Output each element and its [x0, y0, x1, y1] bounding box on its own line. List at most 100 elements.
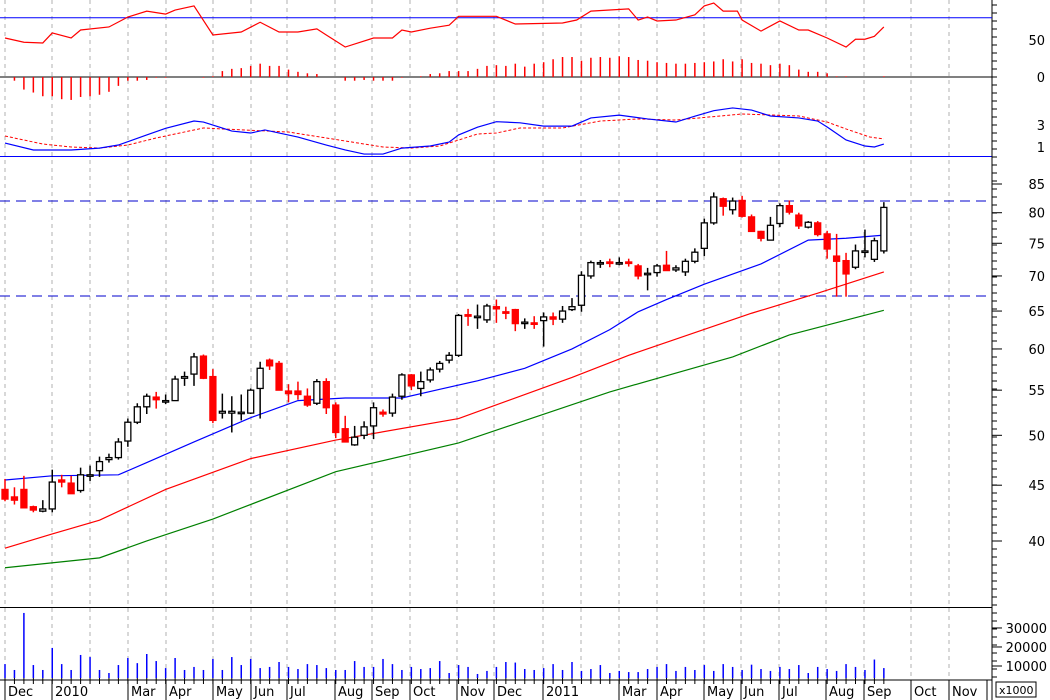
candle	[133, 403, 141, 425]
candle	[700, 218, 708, 257]
candle-body	[379, 411, 387, 415]
candle-body	[171, 378, 179, 402]
candle-body	[691, 251, 699, 262]
candle-body	[776, 205, 784, 225]
candle-body	[577, 274, 586, 306]
candle	[615, 257, 623, 266]
candle-body	[672, 267, 680, 271]
candle	[587, 260, 595, 279]
candle-body	[105, 456, 113, 461]
candle	[681, 258, 690, 276]
candle	[691, 248, 699, 264]
candle	[521, 318, 529, 329]
date-label: Oct	[413, 685, 435, 700]
price-axis-label: 45	[1028, 479, 1045, 494]
candle	[880, 202, 888, 254]
candle-body	[407, 374, 416, 387]
candle-body	[10, 496, 19, 501]
candle-body	[303, 395, 312, 406]
candle	[511, 308, 519, 332]
candle	[114, 438, 123, 460]
candle	[729, 197, 737, 215]
candle	[417, 371, 425, 397]
candle	[851, 244, 860, 270]
candle-body	[133, 406, 141, 423]
candle	[86, 465, 94, 482]
candle-body	[20, 488, 28, 509]
candle	[379, 409, 387, 417]
candle-body	[861, 250, 869, 254]
candle	[256, 361, 264, 419]
candle-body	[124, 421, 132, 442]
candle	[454, 313, 463, 357]
candle	[48, 469, 56, 513]
date-label: 2010	[55, 685, 88, 700]
date-label: Aug	[829, 685, 854, 700]
candle	[407, 374, 416, 391]
price-axis-label: 85	[1028, 178, 1045, 193]
date-label: May	[216, 685, 243, 700]
candle-body	[596, 261, 604, 265]
candle	[861, 229, 869, 258]
candle	[757, 230, 765, 242]
candle	[747, 214, 756, 233]
candle-body	[67, 482, 75, 495]
candle	[143, 393, 151, 415]
candle	[294, 381, 302, 400]
candle	[549, 312, 557, 326]
candle-body	[237, 411, 245, 415]
candle-body	[804, 221, 812, 228]
candle	[577, 271, 586, 312]
candle-body	[540, 316, 548, 322]
candle-body	[483, 305, 491, 321]
candle-body	[719, 198, 727, 207]
candle	[10, 487, 19, 505]
candle-body	[426, 369, 434, 381]
candle	[95, 456, 104, 477]
price-axis-label: 65	[1028, 305, 1045, 320]
date-label: Jul	[781, 685, 798, 700]
candle-body	[284, 390, 293, 395]
candle	[39, 500, 47, 513]
candle	[247, 388, 255, 415]
candle	[625, 258, 633, 267]
date-label: Dec	[8, 685, 33, 700]
candle-body	[870, 240, 879, 260]
candle	[218, 393, 227, 419]
date-label: Apr	[660, 685, 683, 700]
candle-body	[521, 321, 529, 325]
candle-body	[606, 261, 614, 265]
date-label: Sep	[867, 685, 892, 700]
candle-body	[766, 224, 775, 241]
candle	[313, 379, 321, 406]
candle	[152, 391, 160, 409]
candle-body	[549, 316, 557, 320]
candle-body	[653, 265, 661, 274]
candle-body	[29, 506, 38, 511]
candle	[870, 237, 879, 262]
candle	[426, 367, 434, 383]
candle-body	[814, 222, 822, 236]
candle	[795, 212, 803, 229]
candle-body	[785, 205, 793, 213]
candle	[530, 316, 538, 329]
candle-body	[247, 389, 255, 414]
candle-body	[209, 375, 217, 422]
candle	[322, 378, 330, 415]
candle	[483, 303, 491, 323]
candle	[180, 371, 189, 386]
candle	[643, 267, 652, 291]
top-oscillator-line	[4, 2, 885, 48]
candle	[653, 263, 661, 277]
price-axis-label: 55	[1028, 384, 1045, 399]
candle	[369, 402, 378, 440]
date-label: 2011	[546, 685, 579, 700]
volume-unit-box	[995, 681, 1037, 698]
candle	[237, 394, 245, 421]
candle	[161, 394, 170, 405]
candle	[190, 352, 198, 386]
candle	[124, 418, 132, 447]
candle	[596, 259, 604, 268]
candle-body	[832, 255, 841, 262]
